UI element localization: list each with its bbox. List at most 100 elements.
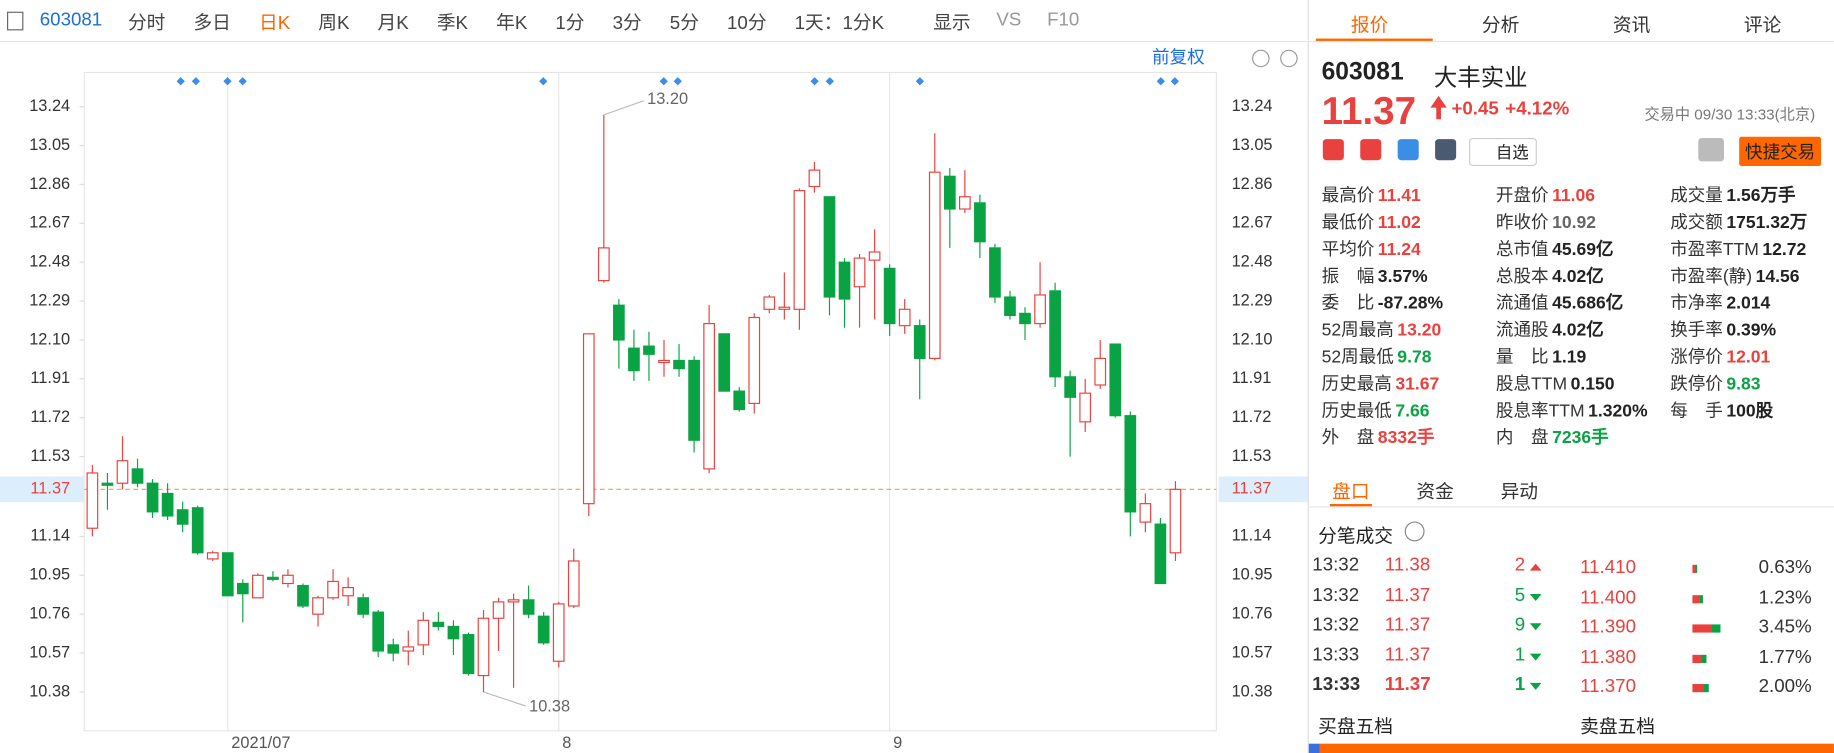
- y-tick-label: 10.76: [29, 605, 70, 623]
- period-tab[interactable]: 周K: [318, 13, 350, 34]
- candle-body: [597, 247, 610, 282]
- y-tick-label-right: 11.91: [1232, 369, 1272, 387]
- period-tab[interactable]: 10分: [726, 13, 767, 34]
- tab[interactable]: 资讯: [1612, 16, 1651, 37]
- candle-body: [778, 306, 791, 310]
- zoom-in[interactable]: [1280, 49, 1298, 68]
- trade-price: 11.37: [1384, 585, 1431, 606]
- stat-value: 11.41: [1377, 185, 1421, 206]
- stat-value: 31.67: [1395, 374, 1440, 395]
- level-bar: [1692, 594, 1703, 603]
- candle-body: [417, 619, 430, 646]
- f10[interactable]: F10: [1047, 9, 1080, 30]
- stat-label: 流通股: [1495, 320, 1549, 341]
- candle-body: [282, 574, 294, 585]
- candle-body: [101, 482, 114, 486]
- stat-label: 昨收价: [1495, 212, 1549, 233]
- price-badge: [1218, 476, 1308, 503]
- stat-label: 外 盘: [1321, 427, 1375, 448]
- period-tab[interactable]: 1分: [555, 13, 585, 34]
- trade-time: 13:32: [1312, 555, 1360, 576]
- candle-body: [507, 599, 520, 603]
- period-tab[interactable]: 3分: [612, 13, 642, 34]
- tab[interactable]: 报价: [1350, 16, 1389, 37]
- stat: 跌停价 9.83: [1670, 371, 1760, 396]
- event-marker: [810, 77, 819, 86]
- candle-body: [1034, 294, 1046, 325]
- candle-body: [252, 574, 264, 599]
- watch-button[interactable]: 自选: [1469, 137, 1537, 167]
- stat: 总股本 4.02亿: [1496, 263, 1604, 288]
- stock-code: 603081: [1321, 58, 1404, 86]
- period-tab[interactable]: 5分: [669, 13, 699, 34]
- stat-label: 成交量: [1670, 185, 1723, 206]
- stat-value: 2.014: [1726, 293, 1771, 314]
- trade-price: 11.38: [1384, 555, 1431, 576]
- stat-label: 52周最低: [1321, 347, 1394, 368]
- level-percent: 1.77%: [1758, 647, 1812, 668]
- quote-panel: 报价 分析 资讯 评论 603081 大丰实业 11.37 +0.45 +4.12% 交易中 09…: [1307, 0, 1834, 753]
- stat: 股息率TTM 1.320%: [1496, 398, 1648, 423]
- vs[interactable]: VS: [996, 9, 1022, 30]
- y-tick-label-right: 13.05: [1232, 136, 1273, 154]
- y-tick-label-right: 13.24: [1232, 97, 1273, 115]
- level-price: 11.390: [1580, 617, 1636, 638]
- period-tab[interactable]: 分时: [127, 13, 166, 34]
- candle-body: [763, 296, 776, 310]
- stat-value: 11.24: [1377, 239, 1421, 260]
- y-tick-label-right: 10.76: [1232, 605, 1273, 623]
- y-tick-label-right: 12.67: [1232, 214, 1273, 232]
- stat-label: 总股本: [1495, 266, 1549, 287]
- level-price: 11.370: [1580, 677, 1636, 697]
- trade-price: 11.37: [1384, 644, 1431, 665]
- stat-value: 7.66: [1395, 401, 1430, 421]
- stat: 历史最高 31.67: [1322, 371, 1440, 396]
- stat-value: -87.28%: [1377, 293, 1444, 314]
- stat-label: 委 比: [1321, 293, 1375, 314]
- stat: 历史最低 7.66: [1322, 398, 1430, 423]
- display[interactable]: 显示: [933, 13, 971, 34]
- interval[interactable]: 1天：1分K: [794, 13, 885, 34]
- event-marker: [238, 77, 247, 86]
- sidebar-toggle[interactable]: [7, 11, 24, 30]
- period-tab[interactable]: 月K: [377, 13, 409, 34]
- level-price: 11.410: [1580, 557, 1636, 578]
- tab-underline: [1315, 38, 1433, 41]
- x-tick-label: 2021/07: [231, 734, 290, 752]
- adjust-label[interactable]: 前复权: [1152, 47, 1205, 67]
- alert-button[interactable]: [1698, 137, 1724, 162]
- tab[interactable]: 评论: [1743, 16, 1782, 37]
- period-tab[interactable]: 日K: [258, 13, 291, 34]
- event-marker: [176, 77, 185, 86]
- period-tab[interactable]: 多日: [193, 13, 231, 34]
- current-price-label: 11.37: [30, 480, 70, 498]
- candle-body: [658, 359, 670, 364]
- stat-label: 振 幅: [1321, 266, 1375, 287]
- tab[interactable]: 分析: [1481, 16, 1520, 37]
- quick-trade-button[interactable]: 快捷交易: [1739, 136, 1822, 167]
- period-tab[interactable]: 季K: [436, 13, 469, 34]
- y-tick-label-right: 12.48: [1232, 253, 1273, 271]
- candle-body: [989, 247, 1001, 298]
- period-list: 分时 多日 日K 周K 月K 季K 年K 1分 3分 5分 10分: [128, 6, 795, 34]
- stat-label: 最高价: [1321, 185, 1375, 206]
- stat: 成交额 1751.32万: [1670, 209, 1807, 234]
- trade-arrow: [1529, 653, 1542, 661]
- stat: 最高价 11.41: [1322, 182, 1421, 207]
- stat-label: 内 盘: [1495, 427, 1549, 448]
- y-tick-label: 12.67: [29, 214, 70, 232]
- y-tick-label-right: 11.53: [1232, 447, 1272, 465]
- level-percent: 2.00%: [1758, 677, 1812, 697]
- y-tick-label: 10.38: [29, 682, 70, 700]
- stat-value: 1751.32万: [1726, 212, 1808, 233]
- subtab[interactable]: 盘口: [1332, 482, 1370, 503]
- change-pct: +4.12%: [1505, 99, 1570, 120]
- y-tick-label: 12.10: [29, 330, 70, 348]
- subtab[interactable]: 异动: [1500, 482, 1539, 503]
- period-tab[interactable]: 年K: [496, 13, 528, 34]
- y-tick-label-right: 11.14: [1232, 527, 1272, 545]
- subtab[interactable]: 资金: [1416, 482, 1454, 503]
- trade-price: 11.37: [1384, 674, 1431, 695]
- zoom-out[interactable]: [1252, 49, 1270, 68]
- candle-body: [1169, 488, 1182, 554]
